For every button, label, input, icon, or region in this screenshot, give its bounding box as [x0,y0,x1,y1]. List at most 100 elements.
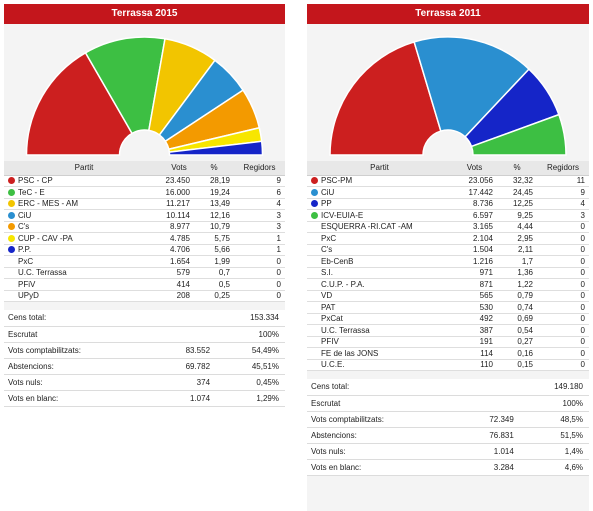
seats-cell: 1 [234,244,285,256]
party-color-dot [311,177,318,185]
census-label: Vots nuls: [4,374,156,391]
census-value: 1.074 [155,390,217,407]
table-row: U.C. Terrassa 579 0,7 0 [4,267,285,279]
seats-cell: 0 [537,290,589,302]
votes-cell: 208 [164,290,194,302]
votes-cell: 3.165 [452,221,497,233]
party-name: ESQUERRA -RI.CAT -AM [321,222,413,232]
party-cell: Eb-CenB [307,255,452,268]
pct-cell: 12,25 [497,198,537,210]
party-cell: PAT [307,301,452,314]
party-name: U.C. Terrassa [18,268,67,278]
votes-cell: 16.000 [164,186,194,199]
census-row: Vots nuls: 374 0,45% [4,374,285,391]
pct-cell: 0,7 [194,267,234,279]
census-pct: 0,45% [216,374,285,391]
party-name: P.P. [18,245,32,255]
party-name: PSC - CP [18,176,53,186]
votes-cell: 17.442 [452,186,497,199]
votes-cell: 191 [452,336,497,348]
party-name: PSC-PM [321,176,353,186]
votes-cell: 4.785 [164,232,194,245]
census-value [459,379,520,396]
census-value [459,395,520,412]
party-cell: U.C. Terrassa [4,267,164,279]
party-name: ICV-EUIA-E [321,210,364,220]
votes-cell: 110 [452,359,497,371]
table-row: PP 8.736 12,25 4 [307,198,589,210]
votes-cell: 8.977 [164,221,194,233]
party-cell: C's [307,244,452,256]
table-row: C.U.P. - P.A. 871 1,22 0 [307,278,589,291]
party-cell: U.C. Terrassa [307,324,452,337]
party-name: CiU [321,187,335,197]
party-name: PFIV [321,337,339,347]
seats-cell: 0 [537,301,589,314]
party-name: UPyD [18,291,39,301]
votes-cell: 492 [452,313,497,325]
pct-cell: 9,25 [497,209,537,222]
seat-sector-p-p [168,140,264,156]
census-row: Vots nuls: 1.014 1,4% [307,443,589,460]
panel-title: Terrassa 2015 [4,4,285,24]
party-cell: PSC-PM [307,175,452,187]
census-row: Cens total: 153.334 [4,310,285,327]
pct-cell: 0,69 [497,313,537,325]
votes-cell: 530 [452,301,497,314]
table-row: PSC-PM 23.056 32,32 11 [307,175,589,187]
party-cell: C's [4,221,164,233]
pct-cell: 0,74 [497,301,537,314]
pct-cell: 0,15 [497,359,537,371]
votes-cell: 114 [452,347,497,360]
seats-cell: 1 [234,232,285,245]
census-value [155,310,217,327]
census-label: Escrutat [307,395,460,412]
party-cell: UPyD [4,290,164,302]
census-label: Vots comptabilitzats: [307,411,460,428]
census-pct: 1,29% [216,390,285,407]
col-pct: % [497,161,537,176]
census-value: 69.782 [155,358,217,375]
census-table: Cens total: 149.180 Escrutat 100% Vots compt… [307,379,589,476]
party-name: CUP - CAV -PA [18,233,73,243]
census-pct: 100% [519,395,589,412]
pct-cell: 28,19 [194,175,234,187]
votes-cell: 579 [164,267,194,279]
seats-cell: 0 [537,232,589,245]
party-cell: CiU [4,209,164,222]
table-row: PAT 530 0,74 0 [307,301,589,314]
party-name: VD [321,291,333,301]
census-row: Vots comptabilitzats: 83.552 54,49% [4,342,285,359]
census-row: Abstencions: 76.831 51,5% [307,427,589,444]
seats-cell: 3 [234,209,285,222]
party-name: U.C. Terrassa [321,325,370,335]
pct-cell: 0,79 [497,290,537,302]
votes-cell: 23.056 [452,175,497,187]
seats-cell: 0 [537,359,589,371]
census-label: Vots nuls: [307,443,460,460]
census-row: Vots en blanc: 1.074 1,29% [4,390,285,407]
table-row: S.I. 971 1,36 0 [307,267,589,279]
party-name: PxC [18,256,34,266]
votes-cell: 23.450 [164,175,194,187]
party-cell: P.P. [4,244,164,256]
seats-cell: 3 [537,209,589,222]
table-row: C's 1.504 2,11 0 [307,244,589,256]
party-cell: PSC - CP [4,175,164,187]
party-cell: ICV-EUIA-E [307,209,452,222]
seats-cell: 0 [234,278,285,291]
seats-cell: 0 [537,347,589,360]
party-color-dot [8,177,15,185]
pct-cell: 0,27 [497,336,537,348]
pct-cell: 24,45 [497,186,537,199]
seats-cell: 4 [537,198,589,210]
votes-cell: 1.504 [452,244,497,256]
census-label: Cens total: [307,379,460,396]
col-regidors: Regidors [234,161,285,176]
pct-cell: 13,49 [194,198,234,210]
seat-sector-tec-e [84,36,166,135]
results-table: Partit Vots % Regidors PSC - CP 23.450 28,… [4,161,285,302]
census-pct: 48,5% [519,411,589,428]
party-cell: CiU [307,186,452,199]
table-row: PSC - CP 23.450 28,19 9 [4,175,285,187]
